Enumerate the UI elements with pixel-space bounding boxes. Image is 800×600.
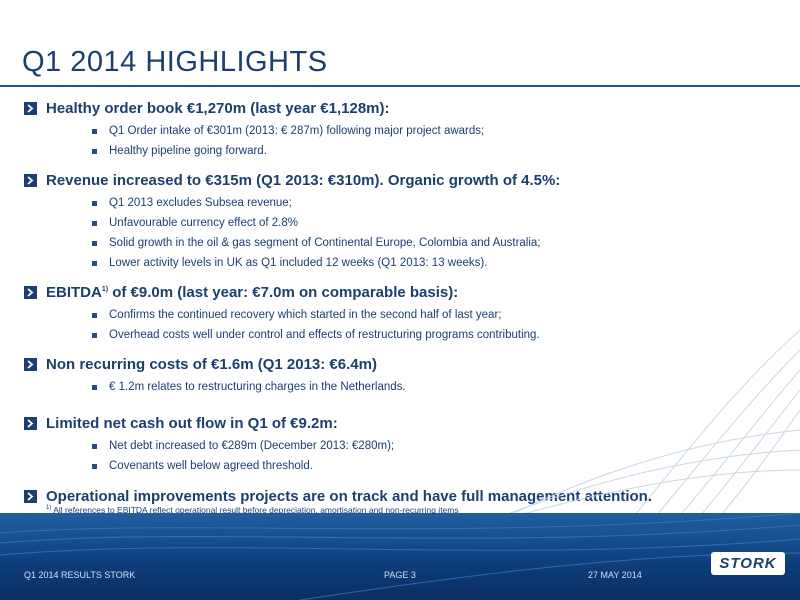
square-bullet-icon: [92, 443, 97, 449]
square-bullet-icon: [92, 148, 97, 154]
list-item: Lower activity levels in UK as Q1 includ…: [92, 253, 794, 273]
square-bullet-icon: [92, 384, 97, 390]
section-heading: Revenue increased to €315m (Q1 2013: €31…: [46, 171, 561, 189]
list-item: Q1 2013 excludes Subsea revenue;: [92, 193, 794, 213]
chevron-right-icon: [24, 173, 37, 187]
list-item: € 1.2m relates to restructuring charges …: [92, 377, 794, 397]
chevron-right-icon: [24, 416, 37, 430]
section-ebitda: EBITDA1) of €9.0m (last year: €7.0m on c…: [24, 282, 794, 345]
footer-date: 27 MAY 2014: [588, 570, 642, 580]
square-bullet-icon: [92, 240, 97, 246]
square-bullet-icon: [92, 128, 97, 134]
section-order-book: Healthy order book €1,270m (last year €1…: [24, 98, 794, 161]
chevron-right-icon: [24, 357, 37, 371]
footnote: 1) All references to EBITDA reflect oper…: [46, 505, 459, 515]
section-heading: Non recurring costs of €1.6m (Q1 2013: €…: [46, 355, 377, 373]
section-heading: Operational improvements projects are on…: [46, 487, 652, 505]
chevron-right-icon: [24, 285, 37, 299]
section-revenue: Revenue increased to €315m (Q1 2013: €31…: [24, 170, 794, 273]
footnote-marker: 1): [101, 285, 109, 293]
list-item: Unfavourable currency effect of 2.8%: [92, 213, 794, 233]
list-item: Solid growth in the oil & gas segment of…: [92, 233, 794, 253]
list-item: Healthy pipeline going forward.: [92, 141, 794, 161]
footer-wave-lines: [0, 513, 800, 600]
section-heading: Healthy order book €1,270m (last year €1…: [46, 99, 390, 117]
list-item: Confirms the continued recovery which st…: [92, 305, 794, 325]
logo-text: STORK: [719, 555, 777, 572]
section-non-recurring: Non recurring costs of €1.6m (Q1 2013: €…: [24, 354, 794, 397]
square-bullet-icon: [92, 312, 97, 318]
square-bullet-icon: [92, 463, 97, 469]
chevron-right-icon: [24, 489, 37, 503]
page-number: PAGE 3: [384, 570, 416, 580]
square-bullet-icon: [92, 260, 97, 266]
highlights-list: Healthy order book €1,270m (last year €1…: [24, 96, 794, 506]
footer-title: Q1 2014 RESULTS STORK: [24, 570, 136, 580]
list-item: Overhead costs well under control and ef…: [92, 325, 794, 345]
footer-band: [0, 513, 800, 600]
section-heading: Limited net cash out flow in Q1 of €9.2m…: [46, 414, 338, 432]
section-heading: EBITDA1) of €9.0m (last year: €7.0m on c…: [46, 283, 459, 301]
section-operational: Operational improvements projects are on…: [24, 486, 794, 506]
list-item: Net debt increased to €289m (December 20…: [92, 436, 794, 456]
chevron-right-icon: [24, 101, 37, 115]
stork-logo: STORK: [711, 552, 785, 575]
square-bullet-icon: [92, 200, 97, 206]
title-divider: [0, 85, 800, 87]
list-item: Covenants well below agreed threshold.: [92, 456, 794, 476]
square-bullet-icon: [92, 220, 97, 226]
square-bullet-icon: [92, 332, 97, 338]
slide-title: Q1 2014 HIGHLIGHTS: [22, 46, 328, 78]
list-item: Q1 Order intake of €301m (2013: € 287m) …: [92, 121, 794, 141]
section-cash-flow: Limited net cash out flow in Q1 of €9.2m…: [24, 413, 794, 476]
